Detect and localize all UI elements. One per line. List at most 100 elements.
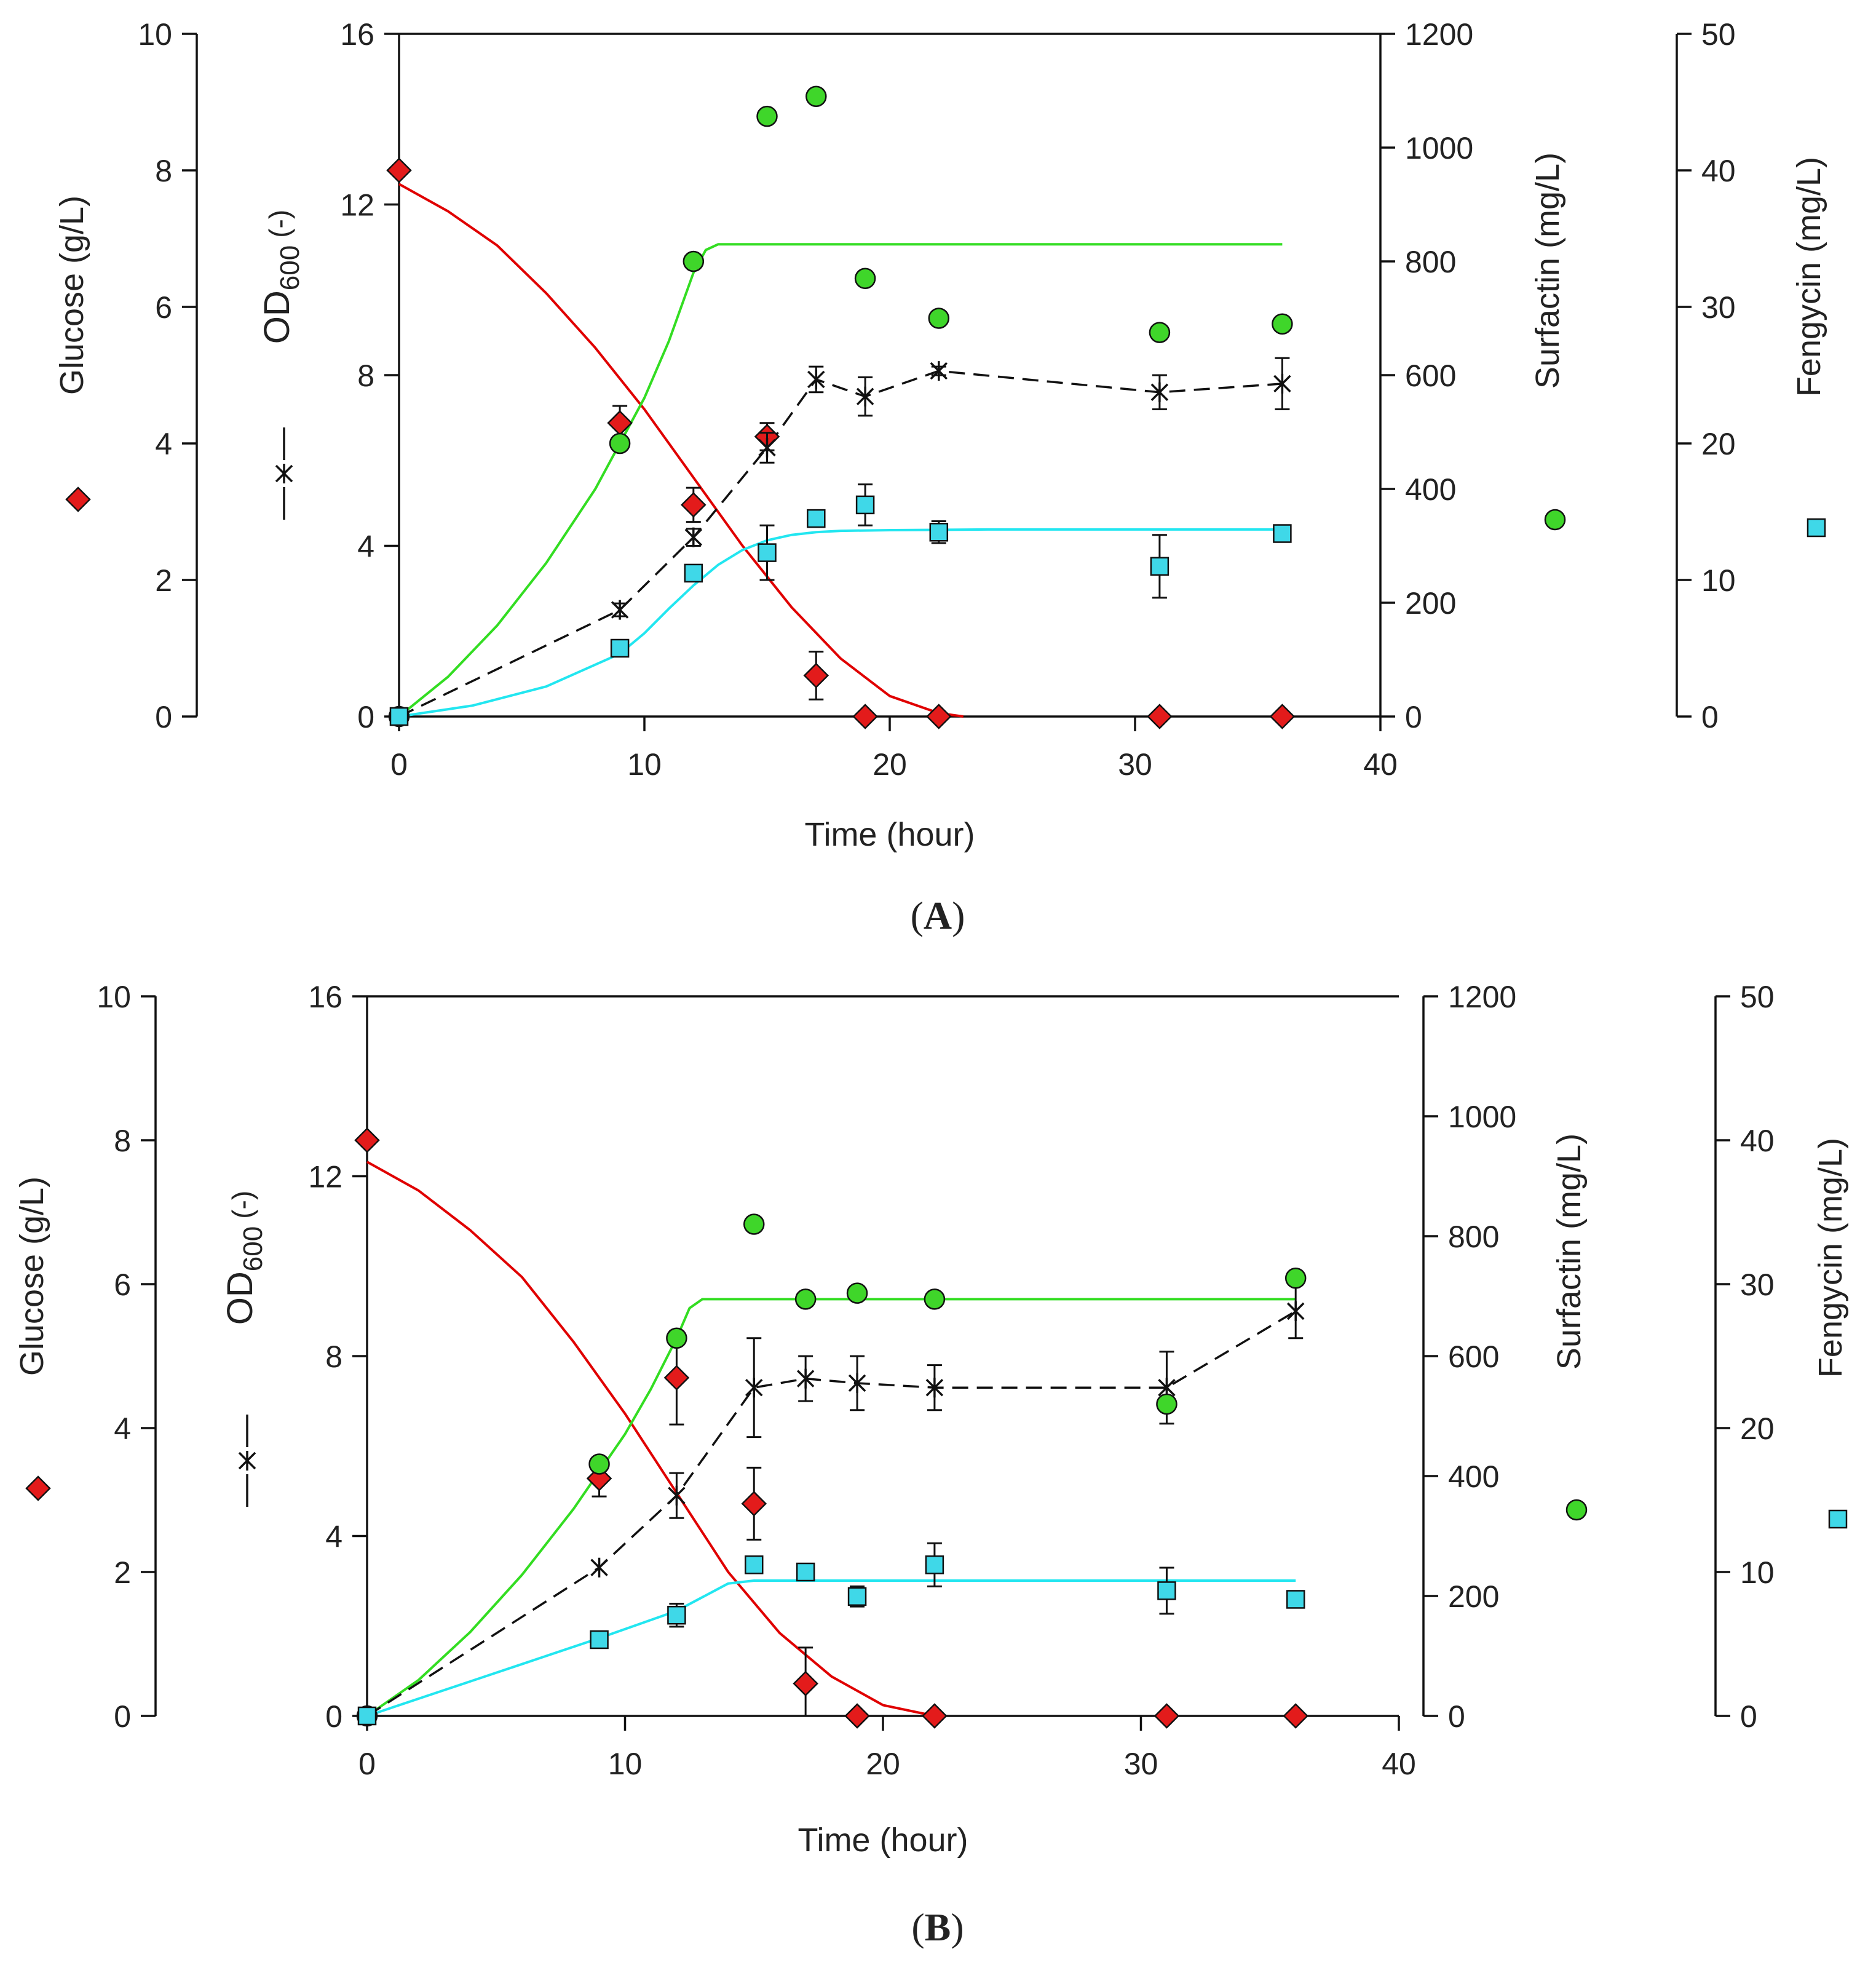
fengycin-tick-label: 50 <box>1740 980 1775 1014</box>
fengycin-data-point <box>847 1587 867 1606</box>
od600-tick-label: 12 <box>308 1160 342 1194</box>
fengycin-tick-label: 40 <box>1701 154 1736 188</box>
surfactin-tick-label: 600 <box>1448 1340 1499 1374</box>
fengycin-data-point <box>745 1555 764 1574</box>
surfactin-data-point <box>609 432 631 455</box>
fengycin-fit-curve <box>398 528 1283 718</box>
fengycin-data-point <box>1273 524 1292 543</box>
surfactin-data-point <box>846 1282 868 1304</box>
glucose-data-point <box>793 1670 818 1697</box>
glucose-tick-label: 8 <box>155 154 172 188</box>
surfactin-tick-label: 1200 <box>1448 980 1516 1014</box>
glucose-tick-label: 6 <box>114 1268 131 1302</box>
glucose-tick-label: 8 <box>114 1124 131 1158</box>
surfactin-data-point <box>683 250 705 272</box>
fengycin-legend-marker <box>1828 1509 1848 1529</box>
glucose-tick-label: 0 <box>155 700 172 734</box>
od600-axis-title-suffix: (-) <box>226 1191 258 1219</box>
x-tick-label: 40 <box>1363 747 1398 782</box>
surfactin-data-point <box>924 1288 946 1310</box>
glucose-axis-title: Glucose (g/L) <box>14 1177 50 1376</box>
fengycin-legend-marker <box>1807 518 1826 538</box>
fengycin-data-point <box>925 1555 944 1574</box>
fengycin-data-point <box>357 1706 377 1726</box>
glucose-tick-label: 6 <box>155 290 172 325</box>
fengycin-data-point <box>590 1630 609 1650</box>
fengycin-data-point <box>389 707 409 726</box>
glucose-data-point <box>844 1703 870 1729</box>
x-axis-title: Time (hour) <box>804 816 975 853</box>
fengycin-axis-title: Fengycin (mg/L) <box>1812 1138 1849 1378</box>
surfactin-axis-title: Surfactin (mg/L) <box>1551 1133 1588 1370</box>
fengycin-data-point <box>758 543 777 562</box>
surfactin-tick-label: 1200 <box>1405 17 1473 52</box>
panel-label-close: ) <box>951 1905 964 1949</box>
surfactin-data-point <box>756 105 778 127</box>
surfactin-data-point <box>854 268 876 289</box>
od600-axis-title: OD600 (-) <box>257 210 305 344</box>
surfactin-data-point <box>805 85 827 107</box>
glucose-data-point <box>852 704 878 729</box>
fengycin-fit-curve <box>366 1579 1296 1717</box>
glucose-data-point <box>354 1127 380 1153</box>
od600-tick-label: 0 <box>325 1699 342 1734</box>
od600-dashed-line <box>366 1310 1297 1717</box>
surfactin-tick-label: 200 <box>1448 1579 1499 1614</box>
glucose-data-point <box>681 492 706 518</box>
glucose-data-point <box>1147 704 1173 729</box>
surfactin-tick-label: 800 <box>1405 245 1456 279</box>
surfactin-tick-label: 800 <box>1448 1220 1499 1254</box>
fengycin-tick-label: 20 <box>1740 1411 1775 1446</box>
fengycin-data-point <box>667 1605 686 1625</box>
surfactin-tick-label: 200 <box>1405 586 1456 621</box>
surfactin-data-point <box>1149 322 1171 343</box>
surfactin-tick-label: 600 <box>1405 359 1456 393</box>
glucose-fit-curve <box>366 1161 935 1717</box>
surfactin-tick-label: 0 <box>1448 1699 1465 1734</box>
x-tick-label: 10 <box>627 747 662 782</box>
panel-label-open: ( <box>911 1905 924 1949</box>
fengycin-data-point <box>684 563 703 583</box>
glucose-tick-label: 4 <box>155 427 172 461</box>
od600-axis-title-sub: 600 <box>275 245 305 290</box>
fengycin-data-point <box>610 638 630 658</box>
surfactin-tick-label: 0 <box>1405 700 1422 734</box>
glucose-tick-label: 4 <box>114 1411 131 1446</box>
panel-label: (B) <box>911 1905 964 1949</box>
od600-data-point <box>668 1485 686 1506</box>
fengycin-tick-label: 30 <box>1701 290 1736 325</box>
surfactin-data-point <box>1272 313 1293 335</box>
surfactin-tick-label: 400 <box>1448 1459 1499 1494</box>
x-tick-label: 30 <box>1118 747 1152 782</box>
surfactin-fit-curve <box>366 1298 1296 1717</box>
x-tick-label: 40 <box>1382 1747 1416 1781</box>
od600-data-point <box>930 361 948 381</box>
fengycin-data-point <box>1157 1581 1176 1600</box>
glucose-data-point <box>607 410 633 436</box>
od600-legend-marker <box>238 1451 256 1471</box>
od600-axis-title-suffix: (-) <box>263 210 295 238</box>
surfactin-legend-marker <box>1544 509 1566 531</box>
glucose-tick-label: 2 <box>114 1555 131 1590</box>
panel-label: (A) <box>911 894 965 937</box>
surfactin-tick-label: 1000 <box>1448 1100 1516 1134</box>
x-tick-label: 20 <box>873 747 907 782</box>
od600-tick-label: 0 <box>357 700 374 734</box>
glucose-data-point <box>663 1365 690 1391</box>
surfactin-data-point <box>1156 1393 1177 1415</box>
fengycin-data-point <box>929 523 949 542</box>
od600-axis-title-sub: 600 <box>238 1226 268 1271</box>
glucose-tick-label: 0 <box>114 1699 131 1734</box>
x-tick-label: 20 <box>866 1747 900 1781</box>
glucose-data-point <box>1283 1703 1308 1729</box>
od600-dashed-line <box>398 370 1283 718</box>
od600-tick-label: 4 <box>357 530 374 564</box>
od600-data-point <box>745 1378 763 1398</box>
od600-data-point <box>590 1557 608 1578</box>
fengycin-tick-label: 0 <box>1740 1699 1757 1734</box>
glucose-data-point <box>741 1491 767 1517</box>
od600-axis-title: OD600 (-) <box>220 1191 268 1325</box>
panel-label-open: ( <box>911 894 924 937</box>
